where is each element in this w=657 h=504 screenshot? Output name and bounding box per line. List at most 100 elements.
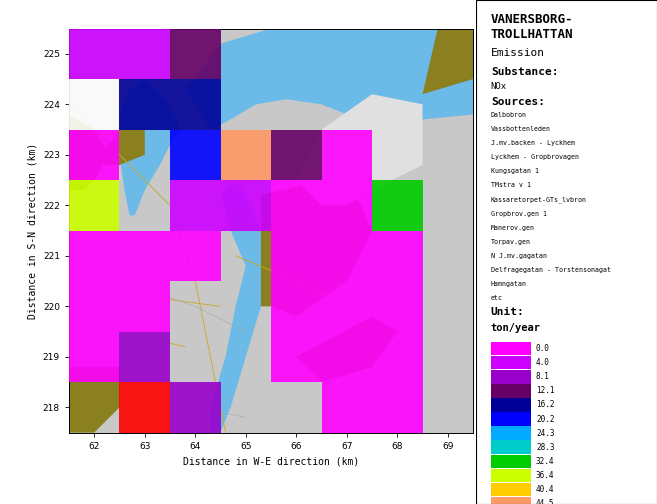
Bar	[271, 231, 321, 281]
Bar	[69, 281, 120, 332]
Bar	[69, 332, 120, 382]
Bar	[372, 180, 422, 231]
Text: TROLLHATTAN: TROLLHATTAN	[491, 28, 574, 41]
Text: Lyckhem - Gropbrovagen: Lyckhem - Gropbrovagen	[491, 154, 579, 160]
Text: ton/year: ton/year	[491, 323, 541, 333]
X-axis label: Distance in W-E direction (km): Distance in W-E direction (km)	[183, 456, 359, 466]
Bar	[372, 382, 422, 432]
Y-axis label: Distance in S-N direction (km): Distance in S-N direction (km)	[28, 143, 37, 319]
Bar	[120, 79, 170, 130]
Text: 24.3: 24.3	[536, 429, 555, 437]
Text: VANERSBORG-: VANERSBORG-	[491, 13, 574, 26]
Bar	[221, 130, 271, 180]
Text: N J.mv.gagatan: N J.mv.gagatan	[491, 253, 547, 259]
Bar	[271, 281, 321, 332]
Bar	[170, 180, 221, 231]
Bar	[69, 180, 120, 231]
Bar	[18, 332, 69, 382]
Text: 0.0: 0.0	[536, 344, 550, 353]
Text: 4.0: 4.0	[536, 358, 550, 367]
Polygon shape	[422, 29, 473, 94]
Bar	[170, 231, 221, 281]
Bar	[69, 79, 120, 130]
Text: 36.4: 36.4	[536, 471, 555, 480]
Bar	[271, 332, 321, 382]
Polygon shape	[185, 29, 473, 130]
Bar	[491, 398, 531, 412]
Polygon shape	[120, 79, 180, 215]
Text: Kungsgatan 1: Kungsgatan 1	[491, 168, 539, 174]
Text: Unit:: Unit:	[491, 307, 524, 317]
Text: 32.4: 32.4	[536, 457, 555, 466]
Bar	[120, 231, 170, 281]
Polygon shape	[69, 367, 120, 432]
Bar	[491, 412, 531, 426]
Text: Gropbrov.gen 1: Gropbrov.gen 1	[491, 211, 547, 217]
Text: 12.1: 12.1	[536, 387, 555, 395]
Bar	[170, 382, 221, 432]
Bar	[120, 29, 170, 79]
Bar	[321, 130, 372, 180]
Polygon shape	[210, 180, 271, 432]
Bar	[321, 382, 372, 432]
Bar	[120, 332, 170, 382]
Bar	[170, 29, 221, 79]
Bar	[221, 180, 271, 231]
Bar	[69, 231, 120, 281]
Bar	[372, 231, 422, 281]
Bar	[69, 130, 120, 180]
Bar	[18, 180, 69, 231]
Bar	[491, 483, 531, 496]
Bar	[271, 130, 321, 180]
Bar	[491, 370, 531, 384]
Bar	[321, 281, 372, 332]
Text: Delfragegatan - Torstensonagat: Delfragegatan - Torstensonagat	[491, 267, 611, 273]
Bar	[18, 79, 69, 130]
Bar	[69, 29, 120, 79]
Bar	[321, 180, 372, 231]
Bar	[372, 332, 422, 382]
Text: Dalbobron: Dalbobron	[491, 112, 527, 118]
Bar	[491, 455, 531, 468]
Bar	[170, 130, 221, 180]
Bar	[120, 382, 170, 432]
Bar	[491, 356, 531, 369]
Bar	[491, 440, 531, 454]
Text: Vassbottenleden: Vassbottenleden	[491, 126, 551, 132]
Bar	[170, 79, 221, 130]
Polygon shape	[94, 130, 145, 165]
Bar	[321, 231, 372, 281]
Text: Sources:: Sources:	[491, 97, 545, 107]
Bar	[491, 469, 531, 482]
Bar	[491, 497, 531, 504]
Text: J.mv.backen - Lyckhem: J.mv.backen - Lyckhem	[491, 140, 575, 146]
Text: 8.1: 8.1	[536, 372, 550, 381]
Bar	[271, 180, 321, 231]
Bar	[18, 281, 69, 332]
Bar	[18, 382, 69, 432]
Text: 16.2: 16.2	[536, 401, 555, 409]
Text: Emission: Emission	[491, 48, 545, 58]
Text: Hamngatan: Hamngatan	[491, 281, 527, 287]
Polygon shape	[261, 180, 372, 317]
Text: 20.2: 20.2	[536, 415, 555, 423]
Bar	[321, 332, 372, 382]
Text: 44.5: 44.5	[536, 499, 555, 504]
Polygon shape	[296, 94, 422, 205]
Bar	[491, 426, 531, 440]
Text: TMstra v 1: TMstra v 1	[491, 182, 531, 188]
Text: etc: etc	[491, 295, 503, 301]
Polygon shape	[69, 114, 109, 190]
Bar	[18, 231, 69, 281]
Bar	[491, 342, 531, 355]
Text: 28.3: 28.3	[536, 443, 555, 452]
Bar	[491, 384, 531, 398]
Bar	[372, 281, 422, 332]
Text: Torpav.gen: Torpav.gen	[491, 239, 531, 245]
Text: Substance:: Substance:	[491, 67, 558, 77]
Text: Kassaretorpet-GTs_lvbron: Kassaretorpet-GTs_lvbron	[491, 197, 587, 203]
Text: 40.4: 40.4	[536, 485, 555, 494]
Text: Manerov.gen: Manerov.gen	[491, 225, 535, 231]
Bar	[18, 130, 69, 180]
Text: NOx: NOx	[491, 82, 507, 91]
